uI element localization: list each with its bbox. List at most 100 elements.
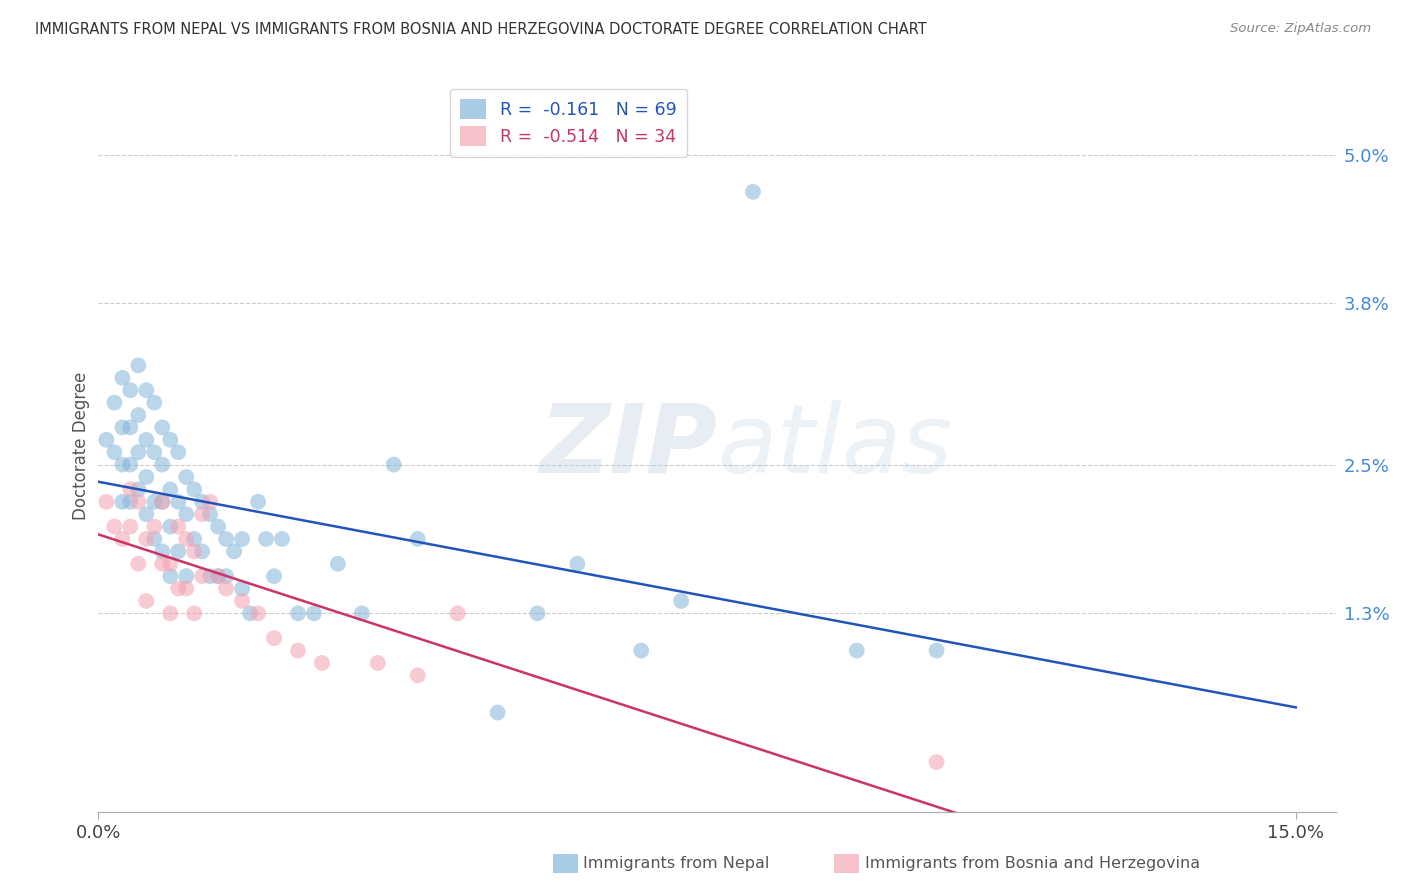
- Point: [111, 495, 134, 509]
- Point: [127, 557, 149, 571]
- Point: [159, 557, 181, 571]
- Text: ZIP: ZIP: [538, 400, 717, 492]
- Point: [183, 532, 205, 546]
- Point: [103, 395, 125, 409]
- Point: [127, 408, 149, 422]
- Point: [127, 483, 149, 497]
- Point: [135, 532, 157, 546]
- Point: [174, 470, 197, 484]
- Point: [96, 495, 118, 509]
- Point: [150, 420, 173, 434]
- Point: [263, 631, 285, 645]
- Point: [207, 569, 229, 583]
- Point: [159, 433, 181, 447]
- Point: [231, 582, 253, 596]
- Point: [215, 582, 238, 596]
- Text: Immigrants from Nepal: Immigrants from Nepal: [583, 856, 770, 871]
- Point: [167, 519, 190, 533]
- Point: [111, 371, 134, 385]
- Point: [302, 607, 325, 621]
- Point: [231, 532, 253, 546]
- Point: [167, 544, 190, 558]
- Point: [247, 607, 270, 621]
- Point: [103, 445, 125, 459]
- Point: [174, 532, 197, 546]
- Point: [287, 643, 309, 657]
- Legend: R =  -0.161   N = 69, R =  -0.514   N = 34: R = -0.161 N = 69, R = -0.514 N = 34: [450, 89, 688, 157]
- Point: [159, 483, 181, 497]
- Point: [382, 458, 405, 472]
- Point: [143, 395, 166, 409]
- Point: [167, 582, 190, 596]
- Point: [198, 569, 221, 583]
- Point: [159, 519, 181, 533]
- Point: [239, 607, 262, 621]
- Point: [135, 507, 157, 521]
- Point: [103, 519, 125, 533]
- Point: [191, 495, 214, 509]
- Point: [120, 383, 142, 397]
- Point: [326, 557, 349, 571]
- Point: [135, 433, 157, 447]
- Point: [191, 544, 214, 558]
- Point: [669, 594, 692, 608]
- Point: [120, 458, 142, 472]
- Point: [183, 607, 205, 621]
- Point: [925, 755, 948, 769]
- Point: [167, 445, 190, 459]
- Point: [96, 433, 118, 447]
- Point: [925, 643, 948, 657]
- Point: [215, 532, 238, 546]
- Point: [486, 706, 509, 720]
- Point: [198, 507, 221, 521]
- Point: [135, 470, 157, 484]
- Point: [150, 495, 173, 509]
- Point: [150, 557, 173, 571]
- Point: [406, 532, 429, 546]
- Point: [247, 495, 270, 509]
- Point: [120, 420, 142, 434]
- Point: [742, 185, 765, 199]
- Point: [174, 582, 197, 596]
- Point: [120, 519, 142, 533]
- Point: [630, 643, 652, 657]
- Point: [143, 445, 166, 459]
- Y-axis label: Doctorate Degree: Doctorate Degree: [72, 372, 90, 520]
- Point: [150, 495, 173, 509]
- Point: [207, 519, 229, 533]
- Point: [127, 445, 149, 459]
- Point: [311, 656, 333, 670]
- Point: [111, 532, 134, 546]
- Point: [191, 569, 214, 583]
- Point: [367, 656, 389, 670]
- Point: [143, 532, 166, 546]
- Point: [263, 569, 285, 583]
- Point: [127, 495, 149, 509]
- Text: IMMIGRANTS FROM NEPAL VS IMMIGRANTS FROM BOSNIA AND HERZEGOVINA DOCTORATE DEGREE: IMMIGRANTS FROM NEPAL VS IMMIGRANTS FROM…: [35, 22, 927, 37]
- Point: [287, 607, 309, 621]
- Point: [167, 495, 190, 509]
- Point: [215, 569, 238, 583]
- Point: [120, 495, 142, 509]
- Point: [111, 420, 134, 434]
- Point: [191, 507, 214, 521]
- Point: [271, 532, 294, 546]
- Point: [224, 544, 246, 558]
- Point: [120, 483, 142, 497]
- Point: [143, 519, 166, 533]
- Point: [135, 594, 157, 608]
- Point: [406, 668, 429, 682]
- Point: [150, 458, 173, 472]
- Point: [350, 607, 373, 621]
- Point: [111, 458, 134, 472]
- Text: Immigrants from Bosnia and Herzegovina: Immigrants from Bosnia and Herzegovina: [865, 856, 1199, 871]
- Point: [207, 569, 229, 583]
- Point: [159, 607, 181, 621]
- Point: [231, 594, 253, 608]
- Point: [845, 643, 868, 657]
- Point: [446, 607, 468, 621]
- Point: [183, 483, 205, 497]
- Point: [174, 569, 197, 583]
- Text: atlas: atlas: [717, 400, 952, 492]
- Point: [174, 507, 197, 521]
